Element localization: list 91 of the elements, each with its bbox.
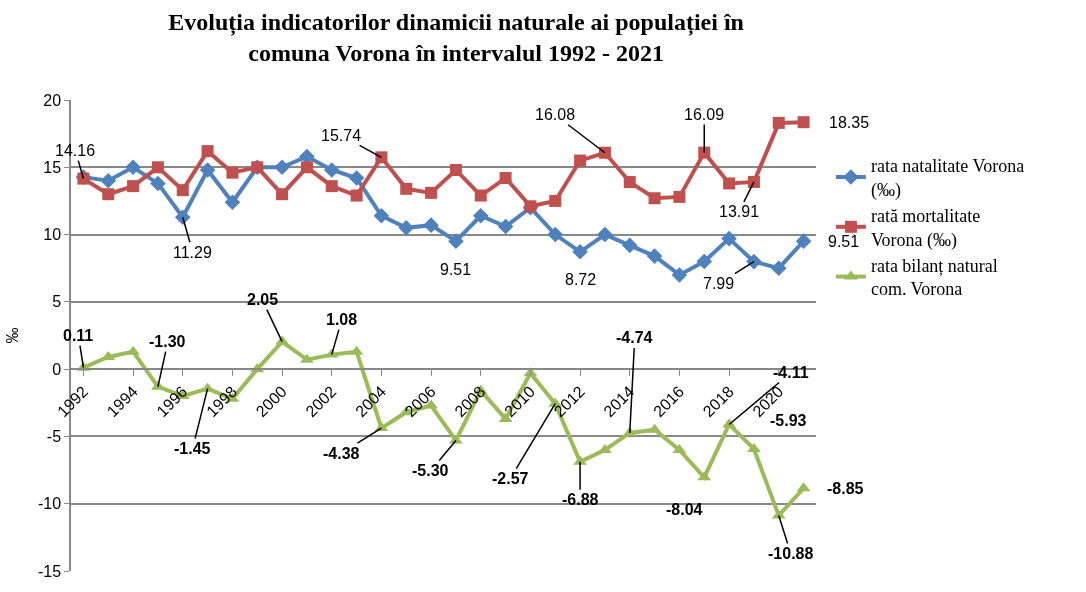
annotation: -6.88 — [562, 491, 599, 508]
point — [746, 253, 762, 270]
y-tick-label: 0 — [52, 360, 62, 378]
point — [127, 180, 140, 193]
point — [423, 217, 439, 233]
point — [648, 192, 661, 205]
point — [597, 226, 613, 243]
y-tick-label: 15 — [43, 158, 62, 176]
point — [770, 260, 787, 277]
point — [226, 166, 239, 179]
point — [499, 172, 512, 185]
annotation: -4.11 — [773, 364, 809, 381]
y-tick-label: -5 — [46, 428, 62, 446]
annotation: 7.99 — [703, 275, 735, 292]
point — [574, 154, 587, 167]
y-axis-title: ‰ — [4, 327, 22, 344]
point — [474, 189, 487, 202]
point — [721, 230, 737, 247]
point — [400, 182, 413, 195]
point — [276, 188, 289, 201]
point — [696, 253, 713, 270]
point — [671, 267, 688, 283]
point — [102, 188, 115, 201]
point — [698, 146, 711, 159]
point — [425, 186, 438, 199]
point — [300, 161, 313, 174]
point — [797, 116, 810, 129]
point — [398, 220, 415, 236]
point — [323, 162, 340, 178]
point — [623, 176, 636, 189]
point — [151, 161, 164, 174]
annotation: -8.04 — [666, 501, 703, 518]
annotation: 13.91 — [719, 203, 760, 220]
annotation: 15.74 — [321, 127, 362, 144]
y-tick-label: 20 — [43, 91, 62, 109]
point — [375, 151, 388, 164]
legend-label: rata bilanț natural com. Vorona — [870, 255, 998, 300]
point — [723, 177, 736, 190]
annotation: 8.72 — [565, 271, 597, 288]
point — [747, 175, 760, 188]
point — [125, 159, 141, 176]
annotation: 9.51 — [828, 233, 860, 250]
point — [572, 244, 588, 260]
y-tick-label: -10 — [37, 495, 62, 513]
annotation: 9.51 — [440, 261, 472, 278]
point — [100, 172, 117, 189]
annotation: 11.29 — [173, 244, 212, 261]
point — [547, 226, 564, 243]
annotation: 0.11 — [63, 327, 94, 344]
point — [325, 180, 338, 193]
point — [201, 145, 214, 158]
point — [497, 218, 514, 235]
annotation: -4.38 — [323, 445, 360, 462]
annotation: 1.08 — [326, 311, 358, 328]
point — [199, 162, 216, 178]
point — [274, 159, 290, 176]
legend-label: rată mortalitate Vorona (‰) — [870, 206, 981, 251]
point — [348, 170, 365, 186]
point — [448, 233, 464, 249]
annotation: 16.08 — [535, 106, 576, 123]
annotation: -1.45 — [174, 440, 211, 457]
point — [795, 233, 812, 249]
point — [174, 209, 191, 226]
point — [176, 184, 189, 197]
point — [449, 163, 462, 176]
point — [621, 237, 638, 254]
annotation: 14.16 — [55, 142, 96, 159]
point — [549, 194, 562, 207]
chart-title: Evoluția indicatorilor dinamicii naturale ai populației în comuna Vorona în intervalul 1992 - 2021 — [168, 8, 744, 66]
annotation: -10.88 — [768, 545, 814, 562]
y-tick-label: 10 — [43, 226, 62, 244]
annotation: -8.85 — [827, 480, 864, 497]
annotation: -2.57 — [492, 470, 529, 487]
annotation: -1.30 — [149, 333, 186, 350]
y-tick-label: 5 — [52, 293, 62, 311]
point — [150, 175, 166, 192]
point — [472, 207, 489, 224]
point — [673, 190, 686, 203]
annotation: -5.30 — [412, 462, 449, 479]
annotation: -4.74 — [616, 329, 653, 346]
point — [598, 146, 611, 159]
point — [772, 116, 785, 129]
y-tick-label: -15 — [37, 562, 62, 580]
point — [350, 189, 363, 202]
annotation: 16.09 — [684, 106, 725, 123]
point — [373, 207, 390, 224]
point — [224, 194, 241, 211]
legend-label: rata natalitate Vorona (‰) — [870, 156, 1025, 201]
annotation: 18.35 — [829, 114, 870, 131]
annotation: 2.05 — [247, 291, 279, 308]
point — [646, 248, 663, 264]
